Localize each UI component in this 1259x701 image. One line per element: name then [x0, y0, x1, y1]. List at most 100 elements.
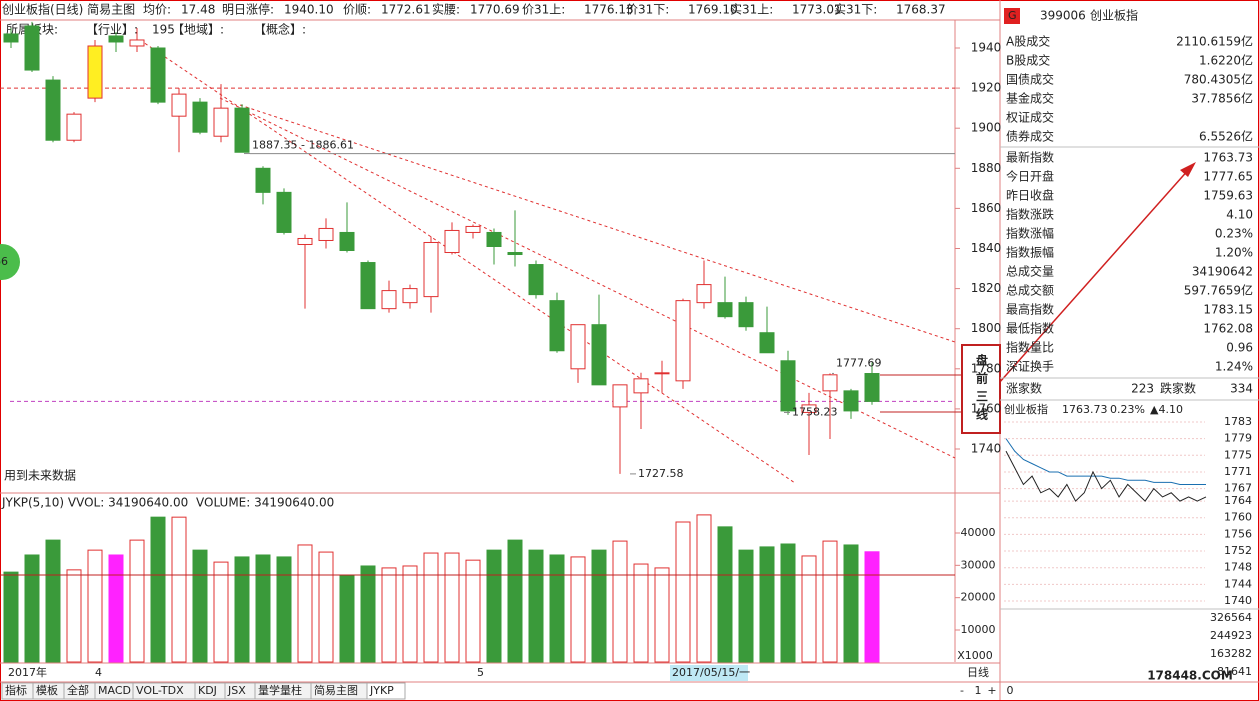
volume-bar: [339, 574, 355, 663]
row-label: 权证成交: [1006, 110, 1054, 125]
candle-body: [192, 101, 208, 133]
candle-body: [486, 231, 502, 247]
sector-label: 【行业】:: [86, 23, 138, 37]
y-tick-label: 30000: [961, 558, 996, 571]
row-value: 1.20%: [1215, 246, 1253, 260]
period[interactable]: 日线: [967, 665, 989, 679]
volume-bar: [255, 554, 271, 663]
y-tick-label: 1764: [1224, 494, 1252, 507]
row-label: 指数涨跌: [1006, 207, 1054, 222]
field-value: 17.48: [181, 3, 215, 17]
row-value: 597.7659亿: [1184, 283, 1253, 298]
y-tick-label: 1752: [1224, 544, 1252, 557]
mini-chg: ▲4.10: [1150, 403, 1183, 416]
row-label: 最高指数: [1006, 302, 1054, 317]
volume-bar: [717, 526, 733, 663]
row-label: 最新指数: [1006, 150, 1054, 165]
mini-price: [1005, 450, 1207, 502]
candle-body: [297, 237, 313, 245]
candle-body: [864, 373, 880, 402]
volume-bar: [171, 516, 187, 663]
row-label: 基金成交: [1006, 91, 1054, 106]
y-tick-label: 1780: [971, 361, 1002, 375]
volume-bar: [381, 567, 397, 663]
volume-bar: [360, 565, 376, 663]
badge-label[interactable]: 66: [0, 255, 8, 268]
volume-bar: [822, 540, 838, 663]
row-label: 最低指数: [1006, 321, 1054, 336]
volume-bar: [465, 559, 481, 663]
volume-bar: [759, 546, 775, 663]
field-label: 实31上:: [730, 2, 773, 17]
row-value: 1783.15: [1203, 303, 1253, 317]
control[interactable]: 0: [1007, 684, 1014, 697]
volume-bar: [696, 514, 712, 663]
candle-body: [717, 302, 733, 318]
mini-title: 创业板指: [1004, 402, 1048, 416]
candle-body: [843, 390, 859, 412]
candle-body: [591, 324, 607, 386]
date-label: 5: [477, 666, 484, 679]
vol-tick-label: 163282: [1210, 647, 1252, 660]
candle-body: [318, 227, 334, 241]
candle-body: [549, 300, 565, 352]
volume-bar: [108, 554, 124, 663]
tab[interactable]: [366, 682, 406, 700]
y-tick-label: 1779: [1224, 432, 1252, 445]
tab-label[interactable]: 指标: [5, 683, 27, 697]
tab-label[interactable]: JYKP: [369, 684, 394, 697]
volume-bar: [318, 551, 334, 663]
volume-bar: [45, 539, 61, 663]
field-value: 1772.61: [381, 3, 431, 17]
control[interactable]: 1: [975, 684, 982, 697]
volume-bar: [87, 549, 103, 663]
volume-bar: [234, 556, 250, 663]
candle-body: [633, 378, 649, 394]
title: 创业板指(日线) 简易主图: [2, 2, 135, 17]
tab-label[interactable]: 全部: [67, 683, 89, 697]
tab-label[interactable]: VOL-TDX: [136, 684, 184, 697]
field-label: 价顺:: [343, 3, 371, 17]
row-label: A股成交: [1006, 34, 1050, 49]
row-label: 深证换手: [1006, 360, 1054, 374]
candle-body: [696, 284, 712, 304]
tab-label[interactable]: 简易主图: [314, 683, 358, 697]
candle-body: [45, 79, 61, 141]
candle-body: [822, 374, 838, 392]
candle-body: [150, 47, 166, 103]
control[interactable]: +: [987, 684, 996, 697]
breadth: 跌家数: [1160, 381, 1196, 396]
volume-bar: [780, 543, 796, 663]
callout-box: [961, 344, 1001, 434]
y-tick-label: 1756: [1224, 527, 1252, 540]
row-label: 指数振幅: [1006, 245, 1054, 260]
tab-label[interactable]: 量学量柱: [258, 683, 302, 697]
volume-bar: [528, 549, 544, 663]
tab-label[interactable]: JSX: [227, 684, 246, 697]
row-label: 债券成交: [1006, 129, 1054, 144]
candle-body: [654, 372, 670, 375]
volume-bar: [129, 539, 145, 663]
arrow-head: [1180, 162, 1196, 177]
candle-body: [339, 231, 355, 252]
tab-label[interactable]: KDJ: [198, 684, 217, 697]
volume-bar: [192, 549, 208, 663]
y-tick-label: 1800: [971, 321, 1002, 335]
tab-label[interactable]: 模板: [36, 683, 58, 697]
candle-body: [675, 300, 691, 382]
control[interactable]: -: [960, 684, 964, 697]
price-label: 1758.23: [792, 405, 838, 418]
breadth: 334: [1230, 382, 1253, 396]
volume-bar: [66, 569, 82, 663]
row-label: 总成交量: [1006, 264, 1054, 279]
panel-badge: [1004, 8, 1020, 24]
tab-label[interactable]: MACD: [98, 684, 131, 697]
candle-body: [171, 93, 187, 117]
field-label: 均价:: [143, 3, 171, 17]
y-tick-label: 1880: [971, 161, 1002, 175]
candle-body: [255, 167, 271, 193]
price-label: 1887.35 - 1886.61: [252, 139, 354, 152]
candle-body: [129, 39, 145, 47]
side-badge[interactable]: [0, 244, 20, 280]
y-tick-label: 1760: [1224, 511, 1252, 524]
